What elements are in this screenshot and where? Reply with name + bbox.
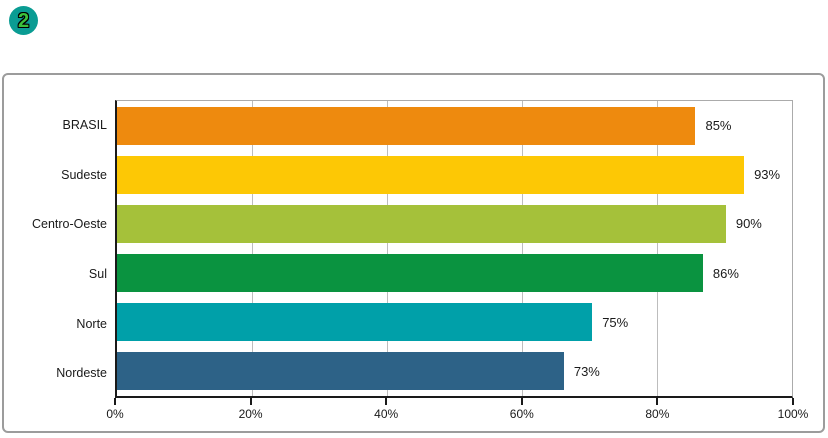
- step-badge-number: 2: [17, 9, 30, 32]
- y-label-centro-oeste: Centro-Oeste: [31, 217, 107, 232]
- x-tick-mark: [249, 398, 252, 405]
- x-tick-label: 60%: [509, 407, 534, 421]
- bar-rows: 85% 93% 90% 86% 75%: [117, 101, 792, 396]
- gridline: [252, 101, 253, 396]
- bar-sul: [117, 254, 703, 293]
- x-tick-label: 20%: [238, 407, 263, 421]
- bar-value-label: 86%: [712, 265, 739, 281]
- gridline: [387, 101, 388, 396]
- bar-row: 75%: [117, 298, 792, 347]
- bar-value-label: 85%: [705, 118, 732, 134]
- x-tick-mark: [520, 398, 523, 405]
- bar-value-label: 90%: [735, 216, 762, 232]
- gridline: [657, 101, 658, 396]
- plot-gridlines: [117, 101, 792, 396]
- y-label-sudeste: Sudeste: [61, 167, 107, 182]
- y-label-brasil: BRASIL: [62, 117, 107, 132]
- bar-value-label: 93%: [754, 167, 781, 183]
- x-tick-mark: [114, 398, 116, 405]
- x-tick-label: 80%: [645, 407, 670, 421]
- y-axis-labels: BRASIL Sudeste Centro-Oeste Sul Norte No…: [4, 100, 107, 398]
- x-tick-mark: [385, 398, 388, 405]
- bar-sudeste: [117, 155, 745, 194]
- bar-value-label: 73%: [573, 363, 600, 379]
- x-axis: 0% 20% 40% 60% 80% 100%: [106, 398, 808, 430]
- step-badge: 2: [9, 6, 38, 35]
- bar-norte: [117, 303, 593, 342]
- chart-card: BRASIL Sudeste Centro-Oeste Sul Norte No…: [2, 73, 825, 433]
- x-tick-mark: [656, 398, 659, 405]
- y-label-nordeste: Nordeste: [56, 366, 107, 381]
- bar-value-label: 75%: [602, 314, 629, 330]
- x-tick-label: 40%: [374, 407, 399, 421]
- bar-brasil: [117, 106, 696, 145]
- y-label-sul: Sul: [88, 266, 107, 281]
- bar-row: 90%: [117, 199, 792, 248]
- y-label-norte: Norte: [76, 316, 107, 331]
- x-tick-mark: [792, 398, 794, 405]
- x-tick-label: 0%: [106, 407, 124, 421]
- plot-area: 85% 93% 90% 86% 75%: [115, 100, 793, 398]
- gridline: [522, 101, 523, 396]
- bar-centro-oeste: [117, 204, 726, 243]
- bar-row: 93%: [117, 150, 792, 199]
- x-tick-label: 100%: [777, 407, 809, 421]
- bar-row: 73%: [117, 347, 792, 396]
- bar-nordeste: [117, 352, 564, 391]
- bar-row: 86%: [117, 249, 792, 298]
- bar-row: 85%: [117, 101, 792, 150]
